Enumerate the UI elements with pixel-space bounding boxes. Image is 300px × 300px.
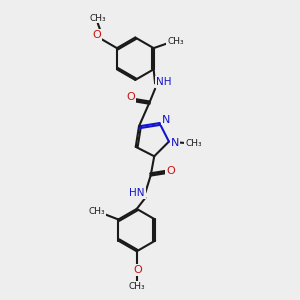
Text: O: O [166,166,175,176]
Text: O: O [133,265,142,275]
Text: CH₃: CH₃ [88,207,105,216]
Text: O: O [92,30,101,40]
Text: NH: NH [156,77,171,87]
Text: HN: HN [129,188,145,198]
Text: CH₃: CH₃ [89,14,106,22]
Text: N: N [171,138,180,148]
Text: CH₃: CH₃ [128,281,145,290]
Text: CH₃: CH₃ [167,37,184,46]
Text: CH₃: CH₃ [185,139,202,148]
Text: O: O [126,92,135,102]
Text: N: N [162,115,170,124]
